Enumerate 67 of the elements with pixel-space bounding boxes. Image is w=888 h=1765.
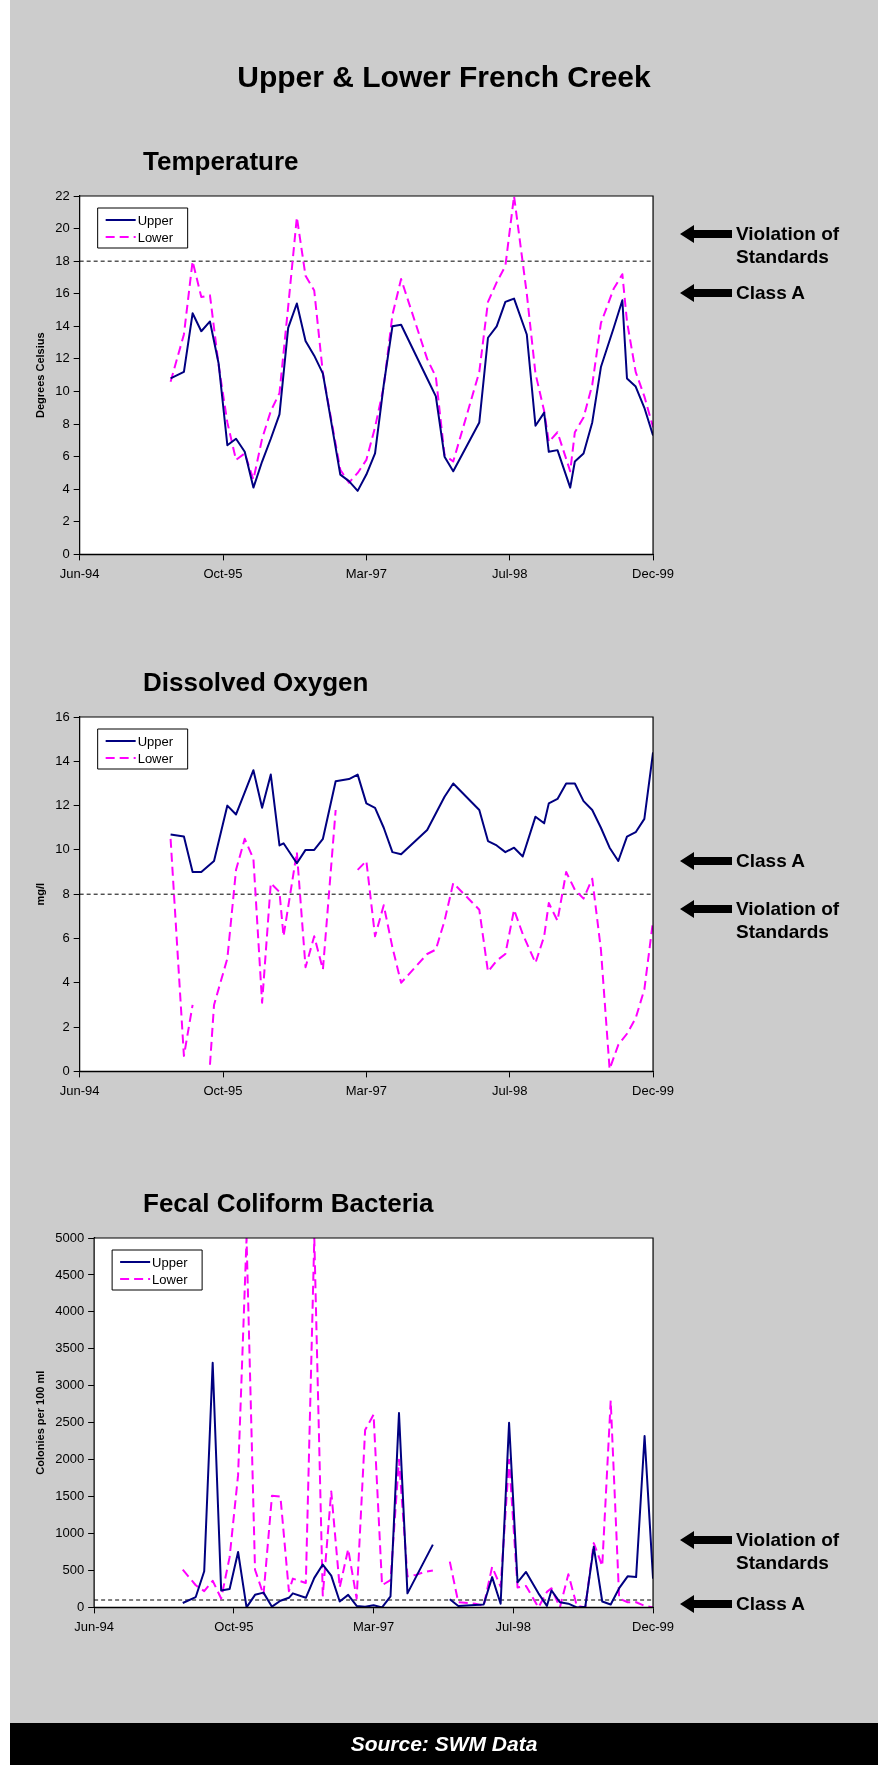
y-tick-label: 22 — [55, 187, 70, 203]
y-tick-label: 1500 — [55, 1488, 85, 1504]
x-tick-label: Jul-98 — [491, 1082, 528, 1098]
x-tick-label: Oct-95 — [203, 565, 243, 581]
y-tick-label: 12 — [55, 797, 70, 813]
y-tick-label: 0 — [62, 1062, 70, 1078]
x-tick-label: Jun-94 — [59, 565, 100, 581]
legend-label: Lower — [137, 229, 174, 245]
y-tick-label: 5000 — [55, 1229, 85, 1245]
y-tick-label: 16 — [55, 285, 70, 301]
y-tick-label: 0 — [62, 545, 70, 561]
x-tick-label: Mar-97 — [345, 1082, 387, 1098]
x-tick-label: Jun-94 — [74, 1618, 114, 1634]
text: Violation of Standards — [736, 897, 841, 943]
y-tick-label: 16 — [55, 708, 70, 724]
legend-label: Upper — [137, 212, 174, 228]
y-tick-label: 6 — [62, 448, 70, 464]
x-tick-label: Dec-99 — [632, 1082, 675, 1098]
y-tick-label: 2 — [62, 1018, 70, 1034]
y-tick-label: 1000 — [55, 1525, 85, 1541]
y-tick-label: 500 — [62, 1562, 85, 1578]
text: Violation of Standards — [736, 1528, 841, 1574]
y-tick-label: 10 — [55, 841, 70, 857]
y-tick-label: 2000 — [55, 1451, 85, 1467]
y-tick-label: 3500 — [55, 1340, 85, 1356]
x-tick-label: Dec-99 — [632, 1618, 675, 1634]
y-tick-label: 10 — [55, 383, 70, 399]
chart-title: Dissolved Oxygen — [143, 667, 369, 698]
text: Class A — [736, 1592, 806, 1615]
x-tick-label: Oct-95 — [214, 1618, 254, 1634]
source-note: Source: SWM Data — [10, 1723, 878, 1765]
legend-label: Lower — [137, 750, 174, 766]
chart-title: Upper & Lower French Creek — [236, 60, 652, 94]
y-tick-label: 4 — [62, 480, 70, 496]
y-tick-label: 2 — [62, 513, 70, 529]
y-tick-label: 4 — [62, 974, 70, 990]
y-tick-label: 20 — [55, 220, 70, 236]
y-axis-title: Colonies per 100 ml — [33, 1370, 46, 1475]
y-axis-title: mg/l — [33, 882, 46, 906]
text: Violation of Standards — [736, 222, 841, 268]
legend-label: Upper — [137, 733, 174, 749]
x-tick-label: Mar-97 — [352, 1618, 395, 1634]
y-tick-label: 4500 — [55, 1266, 85, 1282]
x-tick-label: Jul-98 — [491, 565, 528, 581]
legend-label: Lower — [152, 1271, 189, 1287]
chart-title: Fecal Coliform Bacteria — [143, 1188, 434, 1219]
chart-subtitle: Temperature — [143, 146, 299, 177]
y-tick-label: 4000 — [55, 1303, 85, 1319]
y-tick-label: 14 — [55, 317, 70, 333]
y-axis-title: Degrees Celsius — [33, 332, 46, 418]
y-tick-label: 6 — [62, 930, 70, 946]
x-tick-label: Jul-98 — [495, 1618, 532, 1634]
y-tick-label: 12 — [55, 350, 70, 366]
y-tick-label: 3000 — [55, 1377, 85, 1393]
x-tick-label: Dec-99 — [632, 565, 675, 581]
x-tick-label: Oct-95 — [203, 1082, 243, 1098]
x-tick-label: Mar-97 — [345, 565, 387, 581]
y-tick-label: 2500 — [55, 1414, 85, 1430]
y-tick-label: 18 — [55, 252, 70, 268]
y-tick-label: 14 — [55, 752, 70, 768]
x-tick-label: Jun-94 — [59, 1082, 100, 1098]
legend-label: Upper — [152, 1254, 189, 1270]
text: Class A — [736, 849, 806, 872]
y-tick-label: 8 — [62, 415, 70, 431]
y-tick-label: 0 — [76, 1598, 85, 1614]
text: Class A — [736, 281, 806, 304]
y-tick-label: 8 — [62, 885, 70, 901]
